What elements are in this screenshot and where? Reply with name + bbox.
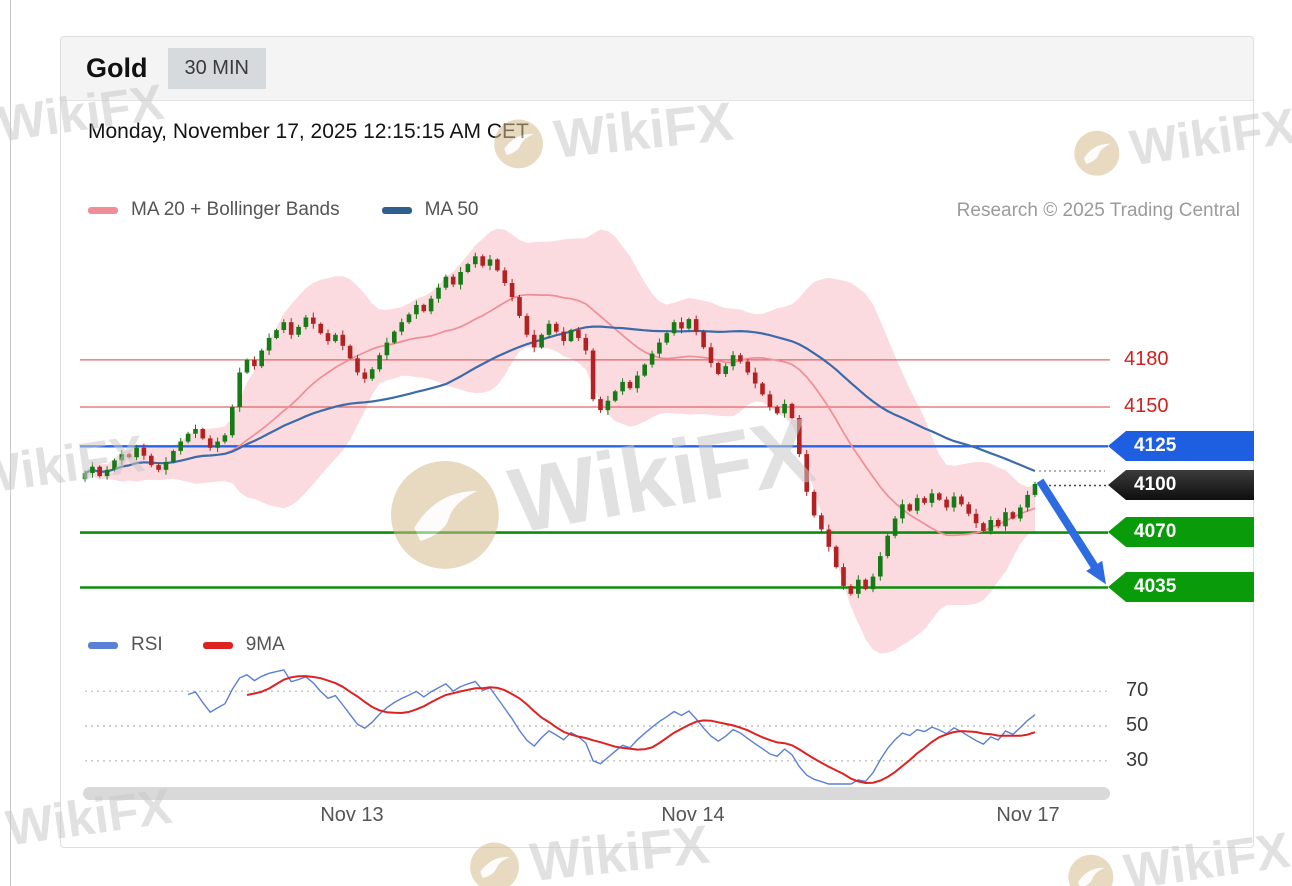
x-axis-label-nov13: Nov 13: [320, 804, 384, 826]
ma50-legend-swatch-icon: [381, 206, 412, 214]
ma50-legend-label: MA 50: [424, 199, 479, 220]
price-tag-4035: 4035: [1108, 572, 1254, 602]
ma20-legend-swatch-icon: [88, 206, 118, 214]
x-axis-scrollbar[interactable]: [83, 787, 1110, 800]
page-gutter-line: [10, 0, 11, 886]
wikifx-logo-icon: [1068, 854, 1114, 886]
rsi-legend-swatch-icon: [88, 641, 118, 649]
chart-card: Gold 30 MIN: [60, 36, 1254, 848]
rsi-level-label-30: 30: [1126, 749, 1149, 771]
price-legend: MA 20 + Bollinger Bands MA 50: [88, 199, 478, 221]
price-tag-4070: 4070: [1108, 517, 1254, 547]
timeframe-chip[interactable]: 30 MIN: [167, 48, 266, 89]
research-credit: Research © 2025 Trading Central: [956, 200, 1240, 221]
price-tag-4125: 4125: [1108, 431, 1254, 461]
chart-datetime: Monday, November 17, 2025 12:15:15 AM CE…: [88, 120, 529, 143]
rsi-level-label-50: 50: [1126, 714, 1149, 736]
9ma-legend-label: 9MA: [245, 634, 285, 655]
ma20-legend-label: MA 20 + Bollinger Bands: [131, 199, 340, 220]
price-tag-4100: 4100: [1108, 470, 1254, 500]
price-level-label-4180: 4180: [1124, 348, 1169, 370]
x-axis-label-nov17: Nov 17: [996, 804, 1060, 826]
card-header: Gold 30 MIN: [61, 37, 1253, 101]
rsi-legend: RSI 9MA: [88, 634, 285, 656]
9ma-legend-swatch-icon: [202, 641, 233, 649]
rsi-level-label-70: 70: [1126, 679, 1149, 701]
rsi-legend-label: RSI: [131, 634, 163, 655]
page-title: Gold: [86, 53, 148, 83]
x-axis-label-nov14: Nov 14: [661, 804, 725, 826]
price-level-label-4150: 4150: [1124, 395, 1169, 417]
